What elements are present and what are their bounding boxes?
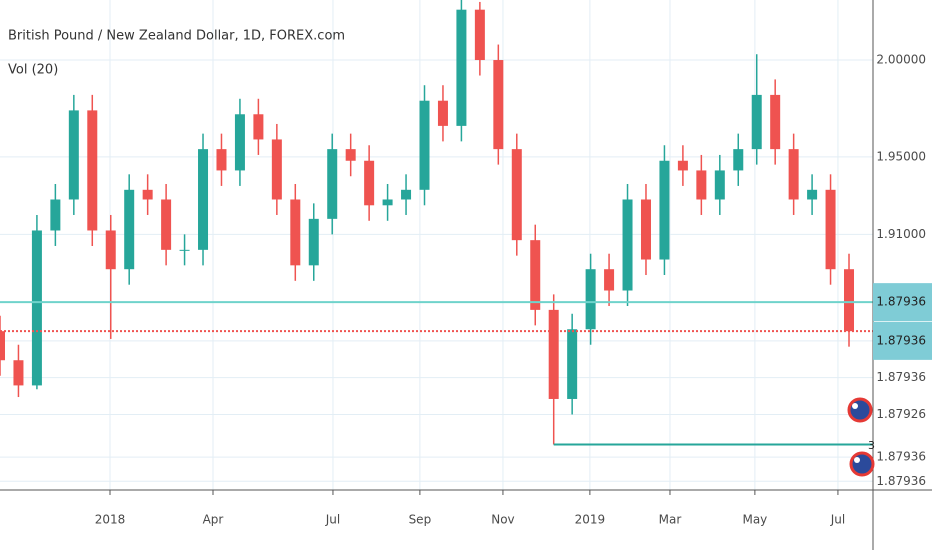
candle-body <box>640 199 651 260</box>
x-tick-label: Jul <box>830 513 845 527</box>
candle-body <box>530 240 541 310</box>
x-tick-label: 2018 <box>95 513 126 527</box>
candle-body <box>770 94 781 150</box>
candle-body <box>788 149 799 200</box>
candle-body <box>105 230 116 270</box>
candle-body <box>253 114 264 140</box>
y-tick-label: 2.00000 <box>876 53 926 67</box>
x-tick-label: Jul <box>325 513 340 527</box>
x-tick-label: Nov <box>491 513 514 527</box>
candle-body <box>696 170 707 200</box>
candle-body <box>751 94 762 150</box>
candle-body <box>807 189 818 200</box>
price-label-box <box>873 283 932 322</box>
candle-body <box>327 149 338 219</box>
candle-body <box>493 60 504 150</box>
candle-body <box>68 110 79 200</box>
flag-icon <box>847 397 873 423</box>
candle-body <box>198 149 209 250</box>
y-tick-label: 1.95000 <box>876 149 926 163</box>
candle-body <box>474 9 485 61</box>
x-tick-label: Sep <box>409 513 432 527</box>
candle-body <box>50 199 61 231</box>
candle-body <box>308 218 319 266</box>
y-tick-label: 1.87936 <box>876 474 926 488</box>
candle-body <box>13 360 24 386</box>
y-tick-label: 1.87926 <box>876 407 926 421</box>
candle-body <box>142 189 153 200</box>
candle-body <box>511 149 522 241</box>
candle-body <box>271 139 282 200</box>
chart-title: British Pound / New Zealand Dollar, 1D, … <box>8 29 345 44</box>
x-tick-label: Mar <box>659 513 682 527</box>
candle-body <box>216 149 227 171</box>
candle-body <box>0 331 5 361</box>
candle-body <box>419 100 430 190</box>
y-tick-label: 1.87936 <box>876 333 926 347</box>
candle-body <box>290 199 301 266</box>
candle-body <box>585 269 596 330</box>
candle-body <box>401 189 412 200</box>
candle-body <box>161 199 172 250</box>
candle-body <box>456 9 467 126</box>
x-tick-label: 2019 <box>575 513 606 527</box>
candle-body <box>31 230 42 386</box>
y-tick-label: 1.87936 <box>876 450 926 464</box>
price-label-box <box>873 321 932 360</box>
y-tick-label: 1.87936 <box>876 370 926 384</box>
annotation: 3 <box>868 439 875 452</box>
flag-icon <box>849 451 875 477</box>
candle-body <box>567 329 578 399</box>
candle-body <box>437 100 448 126</box>
candle-body <box>677 160 688 171</box>
candle-body <box>364 160 375 206</box>
indicator-label: Vol (20) <box>8 63 58 78</box>
y-tick-label: 1.91000 <box>876 227 926 241</box>
candle-body <box>622 199 633 291</box>
candle-body <box>825 189 836 270</box>
candle-body <box>714 170 725 200</box>
candle-body <box>733 149 744 171</box>
candle-body <box>345 149 356 161</box>
candle-body <box>548 309 559 399</box>
candle-body <box>659 160 670 260</box>
candle-body <box>604 269 615 291</box>
candle-body <box>234 114 245 171</box>
candle-body <box>87 110 98 231</box>
x-tick-label: Apr <box>203 513 224 527</box>
y-tick-label: 1.87936 <box>876 295 926 309</box>
x-tick-label: May <box>742 513 767 527</box>
candle-body <box>844 269 855 332</box>
candle-body <box>179 249 190 251</box>
candle-body <box>124 189 135 270</box>
plot <box>0 0 873 446</box>
candle-body <box>382 199 393 206</box>
